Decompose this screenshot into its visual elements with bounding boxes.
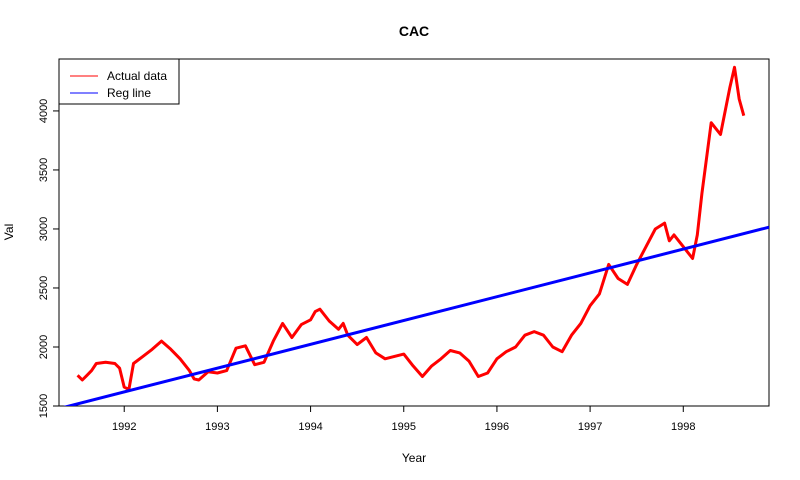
- y-tick-label: 2500: [38, 276, 50, 300]
- y-tick-label: 3000: [38, 217, 50, 241]
- y-tick-label: 2000: [38, 335, 50, 359]
- x-tick-label: 1997: [578, 421, 602, 433]
- x-axis: 1992 1993 1994 1995 1996 1997 1998: [112, 406, 696, 433]
- y-tick-label: 3500: [38, 158, 50, 182]
- legend-box: [58, 58, 180, 105]
- legend-label-actual-data: Actual data: [107, 69, 167, 83]
- x-tick-label: 1995: [392, 421, 416, 433]
- plot-box: [58, 58, 770, 407]
- y-tick-label: 1500: [38, 394, 50, 418]
- plot-area: [63, 65, 769, 406]
- x-tick-label: 1992: [112, 421, 136, 433]
- actual-data-line: [76, 65, 746, 391]
- x-axis-label: Year: [402, 451, 426, 465]
- x-tick-label: 1996: [485, 421, 509, 433]
- chart-title: CAC: [399, 23, 429, 39]
- y-axis-label: Val: [2, 224, 16, 240]
- x-tick-label: 1994: [298, 421, 322, 433]
- legend-label-reg-line: Reg line: [107, 86, 151, 100]
- x-tick-label: 1993: [205, 421, 229, 433]
- y-tick-label: 4000: [38, 99, 50, 123]
- y-axis: 1500 2000 2500 3000 3500 4000: [38, 99, 59, 418]
- legend: Actual data Reg line: [58, 58, 180, 105]
- x-tick-label: 1998: [671, 421, 695, 433]
- reg-line: [63, 225, 769, 406]
